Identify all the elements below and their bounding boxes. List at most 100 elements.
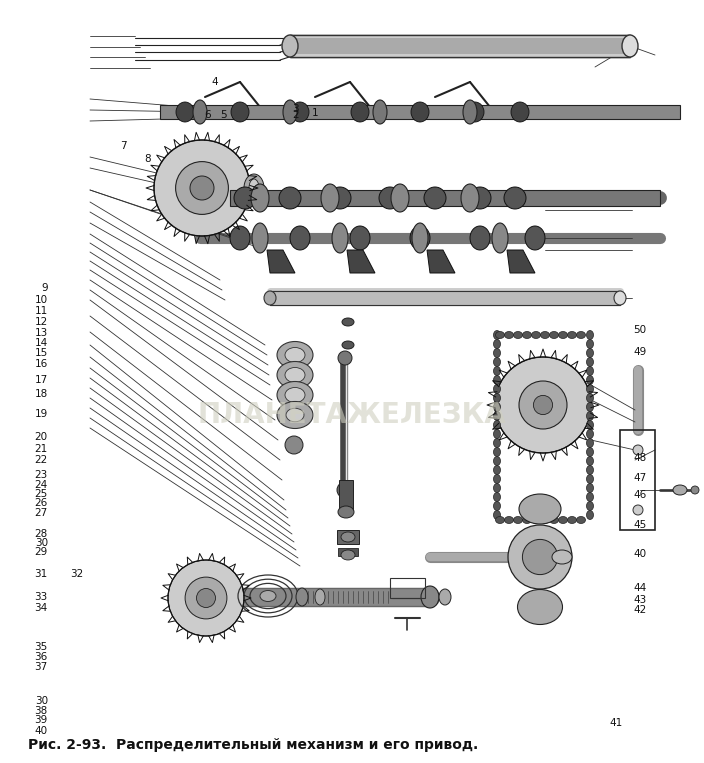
Text: 11: 11 <box>34 306 48 317</box>
Ellipse shape <box>494 475 501 484</box>
Text: 21: 21 <box>34 444 48 455</box>
Ellipse shape <box>469 187 491 209</box>
Text: 6: 6 <box>204 110 211 121</box>
Bar <box>290 35 630 57</box>
Text: 32: 32 <box>70 568 83 579</box>
Text: 40: 40 <box>34 726 48 736</box>
Ellipse shape <box>586 448 593 456</box>
Ellipse shape <box>329 187 351 209</box>
Bar <box>270 291 620 305</box>
Ellipse shape <box>341 550 355 560</box>
Ellipse shape <box>586 411 593 420</box>
Ellipse shape <box>285 347 305 362</box>
Circle shape <box>168 560 244 636</box>
Bar <box>160 105 680 119</box>
Ellipse shape <box>315 589 325 605</box>
Ellipse shape <box>586 465 593 475</box>
Ellipse shape <box>494 448 501 456</box>
Ellipse shape <box>494 465 501 475</box>
Ellipse shape <box>541 517 550 523</box>
Ellipse shape <box>321 184 339 212</box>
Text: 31: 31 <box>34 568 48 579</box>
Circle shape <box>175 162 228 214</box>
Ellipse shape <box>494 411 501 420</box>
Ellipse shape <box>586 375 593 385</box>
Text: 12: 12 <box>34 317 48 327</box>
Ellipse shape <box>522 517 532 523</box>
Ellipse shape <box>391 184 409 212</box>
Ellipse shape <box>586 385 593 394</box>
Text: 45: 45 <box>634 520 647 530</box>
Ellipse shape <box>586 430 593 439</box>
Text: 34: 34 <box>34 603 48 613</box>
Text: 40: 40 <box>634 549 647 559</box>
Ellipse shape <box>586 330 593 340</box>
Ellipse shape <box>586 501 593 510</box>
Text: 44: 44 <box>634 583 647 594</box>
Ellipse shape <box>577 331 586 339</box>
Polygon shape <box>427 250 455 273</box>
Ellipse shape <box>230 226 250 250</box>
Ellipse shape <box>586 358 593 366</box>
Ellipse shape <box>379 187 401 209</box>
Ellipse shape <box>586 420 593 430</box>
Circle shape <box>190 176 214 200</box>
Ellipse shape <box>176 102 194 122</box>
Ellipse shape <box>558 331 567 339</box>
Circle shape <box>196 588 215 607</box>
Ellipse shape <box>614 291 626 305</box>
Ellipse shape <box>552 550 572 564</box>
Ellipse shape <box>332 223 348 253</box>
Circle shape <box>633 445 643 455</box>
Ellipse shape <box>494 349 501 358</box>
Text: 39: 39 <box>34 715 48 726</box>
Circle shape <box>633 505 643 515</box>
Ellipse shape <box>264 291 276 305</box>
Text: 5: 5 <box>220 110 227 121</box>
Ellipse shape <box>283 100 297 124</box>
Ellipse shape <box>470 226 490 250</box>
Text: 16: 16 <box>34 359 48 369</box>
Ellipse shape <box>285 368 305 382</box>
Polygon shape <box>347 250 375 273</box>
Ellipse shape <box>541 331 550 339</box>
Ellipse shape <box>439 589 451 605</box>
Ellipse shape <box>522 331 532 339</box>
Ellipse shape <box>285 388 305 403</box>
Text: 23: 23 <box>34 469 48 480</box>
Text: 35: 35 <box>34 642 48 652</box>
Text: 25: 25 <box>34 488 48 499</box>
Ellipse shape <box>586 403 593 411</box>
Text: 2: 2 <box>292 110 299 121</box>
Bar <box>390 578 425 598</box>
Ellipse shape <box>567 331 577 339</box>
Ellipse shape <box>412 223 428 253</box>
Ellipse shape <box>517 590 562 624</box>
Text: ПЛАНЕТАЖЕЛЕЗКА: ПЛАНЕТАЖЕЛЕЗКА <box>198 401 506 429</box>
Text: 49: 49 <box>634 346 647 357</box>
Ellipse shape <box>511 102 529 122</box>
Text: 15: 15 <box>34 348 48 359</box>
Ellipse shape <box>558 517 567 523</box>
Ellipse shape <box>260 591 276 601</box>
Ellipse shape <box>622 35 638 57</box>
Text: 20: 20 <box>34 432 48 443</box>
Text: 30: 30 <box>34 538 48 549</box>
Ellipse shape <box>492 223 508 253</box>
Ellipse shape <box>494 456 501 465</box>
Ellipse shape <box>338 506 354 518</box>
Text: 19: 19 <box>34 409 48 420</box>
Text: 33: 33 <box>34 592 48 603</box>
Ellipse shape <box>494 501 501 510</box>
Ellipse shape <box>494 385 501 394</box>
Ellipse shape <box>532 331 541 339</box>
Circle shape <box>508 525 572 589</box>
Bar <box>339 480 353 510</box>
Ellipse shape <box>277 382 313 408</box>
Ellipse shape <box>350 226 370 250</box>
Ellipse shape <box>421 586 439 608</box>
Ellipse shape <box>673 485 687 495</box>
Ellipse shape <box>567 517 577 523</box>
Ellipse shape <box>525 226 545 250</box>
Text: 17: 17 <box>34 375 48 385</box>
